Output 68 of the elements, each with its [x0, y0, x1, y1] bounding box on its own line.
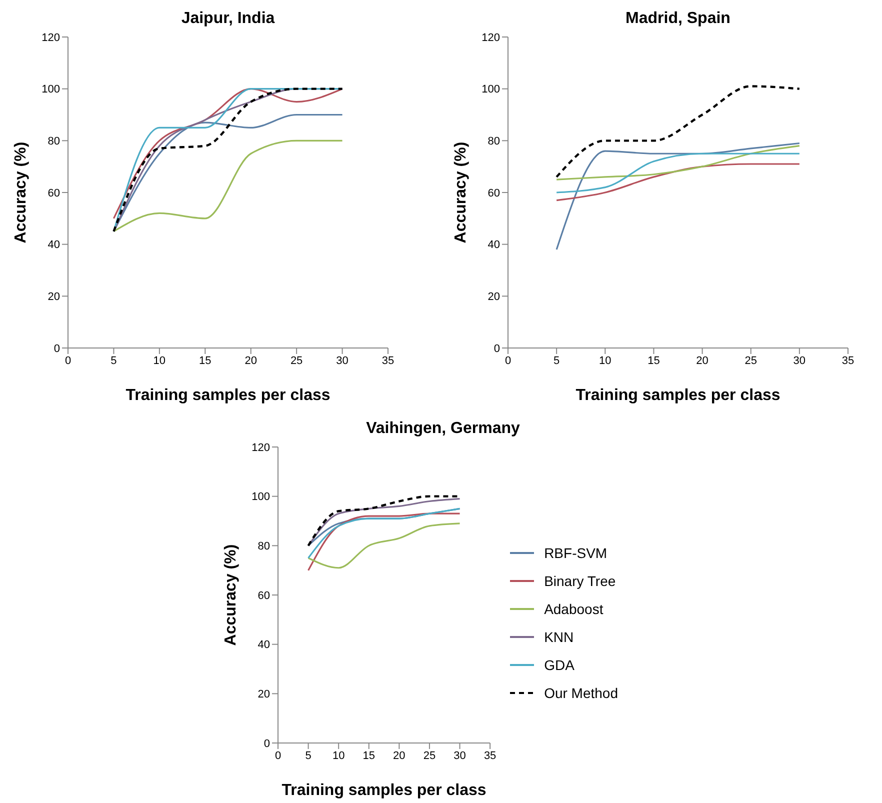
y-tick-label: 40	[258, 639, 270, 652]
legend-label: RBF-SVM	[544, 544, 608, 560]
y-tick-label: 20	[258, 688, 270, 701]
y-tick-label: 100	[42, 84, 60, 96]
legend-label: Binary Tree	[544, 572, 616, 588]
y-tick-label: 60	[48, 187, 60, 200]
line-series	[307, 512, 461, 572]
x-tick-label: 15	[362, 750, 376, 762]
x-tick-label: 10	[599, 354, 612, 367]
line-series	[112, 140, 344, 232]
legend-label: Adaboost	[544, 600, 604, 616]
legend-label: KNN	[544, 628, 574, 644]
x-tick-label: 5	[554, 354, 560, 367]
x-tick-label: 5	[110, 354, 117, 367]
line-series	[307, 522, 461, 569]
y-axis-title: Accuracy (%)	[222, 544, 240, 646]
y-tick-label: 0	[494, 342, 500, 355]
line-series	[555, 85, 801, 178]
x-tick-label: 20	[393, 750, 406, 762]
x-tick-label: 25	[290, 354, 303, 367]
y-tick-label: 40	[488, 239, 500, 252]
y-tick-label: 40	[48, 239, 60, 252]
y-tick-label: 80	[258, 540, 270, 553]
y-tick-label: 80	[48, 136, 60, 148]
y-tick-label: 20	[488, 291, 500, 304]
x-tick-label: 15	[199, 354, 212, 367]
x-tick-label: 30	[793, 354, 806, 367]
line-series	[556, 142, 800, 250]
y-tick-label: 120	[252, 442, 270, 454]
x-tick-label: 10	[332, 750, 345, 762]
x-axis-title: Training samples per class	[576, 387, 780, 404]
x-tick-label: 0	[504, 354, 512, 367]
x-tick-label: 30	[336, 354, 348, 367]
y-tick-label: 120	[482, 32, 500, 44]
x-tick-label: 5	[305, 750, 312, 762]
y-tick-label: 120	[42, 32, 60, 44]
x-tick-label: 35	[842, 354, 854, 367]
x-tick-label: 0	[274, 750, 282, 762]
y-tick-label: 60	[258, 590, 270, 602]
x-tick-label: 20	[696, 354, 708, 367]
line-series	[556, 145, 800, 180]
y-tick-label: 0	[264, 738, 270, 750]
chart-title: Madrid, Spain	[624, 10, 732, 28]
x-tick-label: 35	[382, 354, 394, 367]
y-axis-title: Accuracy (%)	[452, 142, 470, 244]
x-tick-label: 25	[744, 354, 757, 367]
legend-label: GDA	[544, 656, 574, 672]
legend-label: Our Method	[544, 684, 618, 700]
line-series	[556, 152, 800, 194]
x-tick-label: 30	[454, 750, 466, 762]
chart-title: Vaihingen, Germany	[365, 420, 521, 438]
y-tick-label: 100	[482, 84, 500, 96]
y-tick-label: 60	[488, 187, 500, 200]
x-tick-label: 10	[153, 354, 166, 367]
x-axis-title: Training samples per class	[126, 387, 330, 404]
y-tick-label: 100	[252, 491, 270, 504]
x-tick-label: 25	[423, 750, 436, 762]
line-series	[307, 508, 461, 559]
y-tick-label: 0	[54, 342, 60, 355]
y-tick-label: 80	[488, 136, 500, 148]
chart-title: Jaipur, India	[180, 10, 276, 28]
line-series	[556, 163, 800, 202]
y-axis-title: Accuracy (%)	[12, 142, 30, 244]
x-tick-label: 35	[484, 750, 496, 762]
x-tick-label: 0	[64, 354, 72, 367]
x-axis-title: Training samples per class	[282, 782, 486, 799]
x-tick-label: 15	[648, 354, 660, 367]
y-tick-label: 20	[48, 291, 60, 304]
